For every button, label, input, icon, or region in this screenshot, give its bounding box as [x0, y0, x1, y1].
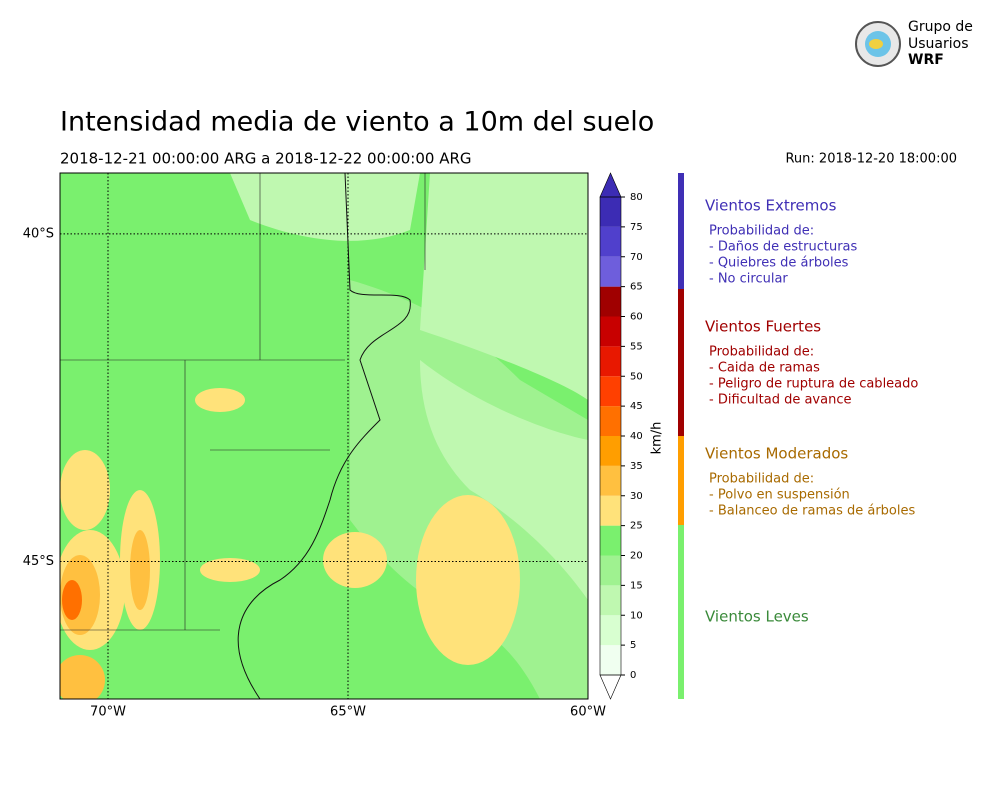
legend-title: Vientos Extremos [705, 197, 837, 215]
map-frame [59, 172, 589, 700]
colorbar-segment [600, 615, 621, 646]
legend-bar [678, 525, 684, 699]
colorbar-extend-bottom [599, 674, 622, 700]
colorbar-segment [600, 316, 621, 347]
legend-line: Probabilidad de: [709, 472, 814, 487]
logo-text: Usuarios [908, 36, 969, 52]
colorbar-tick-label: 45 [630, 401, 643, 412]
legend-line: Probabilidad de: [709, 224, 814, 239]
colorbar-tick-label: 60 [630, 312, 643, 323]
lat-label: 40°S [23, 226, 54, 241]
run: Run: 2018-12-20 18:00:00 [785, 152, 957, 167]
legend-line: Probabilidad de: [709, 345, 814, 360]
colorbar-tick-label: 10 [630, 610, 643, 621]
legend-line: - Balanceo de ramas de árboles [709, 504, 915, 519]
colorbar-extend-top [599, 172, 622, 198]
colorbar-tick-label: 75 [630, 222, 643, 233]
logo: Grupo de Usuarios WRF [855, 19, 973, 68]
legend-line: - Peligro de ruptura de cableado [709, 377, 918, 392]
logo-text: WRF [908, 52, 944, 68]
colorbar-segment [600, 585, 621, 616]
colorbar-tick-label: 30 [630, 491, 643, 502]
colorbar-segment [600, 286, 621, 317]
colorbar-segment [600, 465, 621, 496]
colorbar-segment [600, 495, 621, 526]
colorbar-segment [600, 525, 621, 556]
legend-line: - Caida de ramas [709, 361, 820, 376]
colorbar-segment [600, 645, 621, 675]
colorbar-tick-label: 5 [630, 640, 636, 651]
lon-label: 65°W [330, 705, 366, 720]
legend-bar [678, 289, 684, 436]
legend-title: Vientos Moderados [705, 445, 848, 463]
logo-text: Grupo de [908, 19, 973, 35]
lon-label: 60°W [570, 705, 606, 720]
colorbar-unit: km/h [650, 422, 665, 455]
map [60, 173, 588, 699]
colorbar-tick-label: 50 [630, 371, 643, 382]
legend-line: - Polvo en suspensión [709, 488, 850, 503]
colorbar-segment [600, 406, 621, 436]
legend-line: - No circular [709, 272, 788, 287]
colorbar-tick-label: 80 [630, 192, 643, 203]
colorbar-tick-label: 65 [630, 282, 643, 293]
legend-bar [678, 436, 684, 525]
colorbar-segment [600, 376, 621, 407]
colorbar-segment [600, 346, 621, 377]
colorbar-tick-label: 15 [630, 580, 643, 591]
legend-line: - Quiebres de árboles [709, 256, 849, 271]
legend-line: - Dificultad de avance [709, 393, 851, 408]
colorbar-tick-label: 25 [630, 521, 643, 532]
colorbar-segment [600, 226, 621, 257]
colorbar-tick-label: 35 [630, 461, 643, 472]
legend-title: Vientos Leves [705, 608, 809, 626]
legend-line: - Daños de estructuras [709, 240, 858, 255]
colorbar-segment [600, 436, 621, 466]
title: Intensidad media de viento a 10m del sue… [60, 107, 654, 138]
colorbar-tick-label: 55 [630, 341, 643, 352]
legend-title: Vientos Fuertes [705, 318, 821, 336]
colorbar-tick-label: 70 [630, 252, 643, 263]
period: 2018-12-21 00:00:00 ARG a 2018-12-22 00:… [60, 150, 472, 168]
colorbar-segment [600, 197, 621, 227]
legend-bar [678, 173, 684, 289]
colorbar-segment [600, 555, 621, 586]
lat-label: 45°S [23, 554, 54, 569]
colorbar-tick-label: 20 [630, 551, 643, 562]
colorbar-tick-label: 40 [630, 431, 643, 442]
colorbar-segment [600, 256, 621, 287]
lon-label: 70°W [90, 705, 126, 720]
colorbar-tick-label: 0 [630, 670, 636, 681]
